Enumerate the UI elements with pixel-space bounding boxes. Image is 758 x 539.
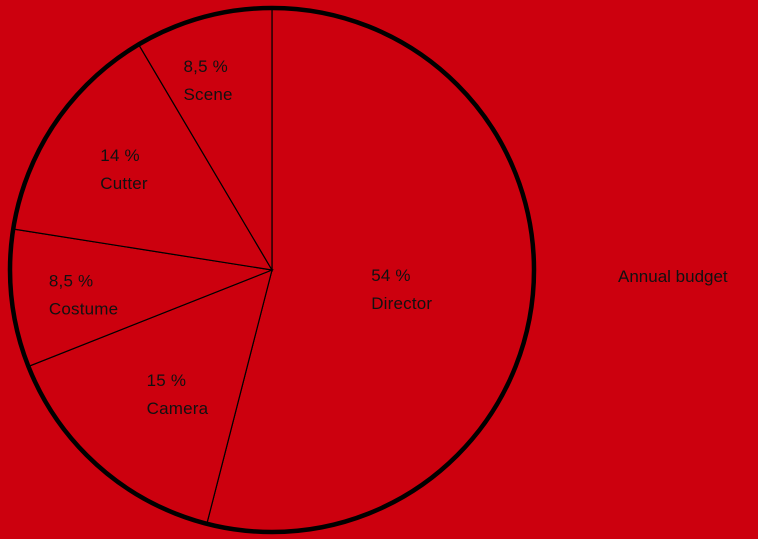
slice-name-label: Cutter	[100, 174, 148, 193]
pie-outline	[7, 5, 537, 535]
slice-value-label: 8,5 %	[49, 271, 93, 290]
slice-name-label: Camera	[147, 399, 209, 418]
slice-name-label: Director	[371, 294, 432, 313]
slice-value-label: 8,5 %	[184, 57, 228, 76]
slice-value-label: 14 %	[100, 146, 140, 165]
slice-value-label: 15 %	[147, 371, 187, 390]
slice-name-label: Scene	[184, 85, 233, 104]
slice-name-label: Costume	[49, 299, 118, 318]
slice-value-label: 54 %	[371, 266, 411, 285]
side-label: Annual budget	[618, 267, 728, 286]
